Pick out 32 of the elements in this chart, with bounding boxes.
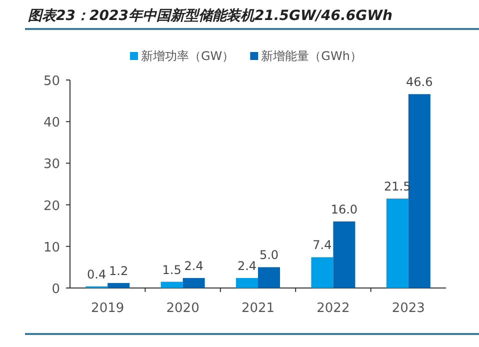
x-tick-label: 2019: [91, 301, 124, 316]
bar: [386, 198, 408, 288]
chart-title: 图表23：2023年中国新型储能装机21.5GW/46.6GWh: [28, 7, 393, 24]
legend-label: 新增能量（GWh）: [261, 49, 362, 63]
legend-label: 新增功率（GW）: [141, 49, 234, 63]
x-tick-label: 2020: [166, 301, 200, 316]
bar: [311, 257, 334, 288]
x-tick-label: 2023: [392, 301, 425, 316]
bar: [258, 267, 280, 288]
data-label: 2.4: [237, 259, 257, 274]
y-tick-label: 10: [43, 240, 60, 256]
bar: [333, 221, 356, 288]
bar: [408, 94, 430, 288]
bar: [160, 282, 183, 288]
x-tick-label: 2022: [316, 301, 350, 316]
bar: [236, 278, 258, 288]
data-label: 46.6: [406, 75, 433, 90]
data-label: 1.5: [162, 262, 182, 277]
y-tick-label: 20: [43, 198, 60, 214]
y-tick-label: 0: [52, 282, 60, 297]
bar: [108, 283, 130, 288]
bar: [182, 278, 205, 288]
data-label: 0.4: [87, 267, 106, 282]
data-label: 5.0: [259, 248, 279, 262]
data-label: 7.4: [312, 238, 332, 252]
y-tick-label: 50: [43, 74, 60, 89]
data-label: 2.4: [184, 259, 204, 274]
y-tick-label: 40: [43, 116, 60, 131]
x-tick-label: 2021: [241, 301, 275, 316]
y-tick-label: 30: [43, 157, 60, 172]
data-label: 16.0: [330, 202, 358, 216]
data-label: 1.2: [109, 264, 128, 278]
